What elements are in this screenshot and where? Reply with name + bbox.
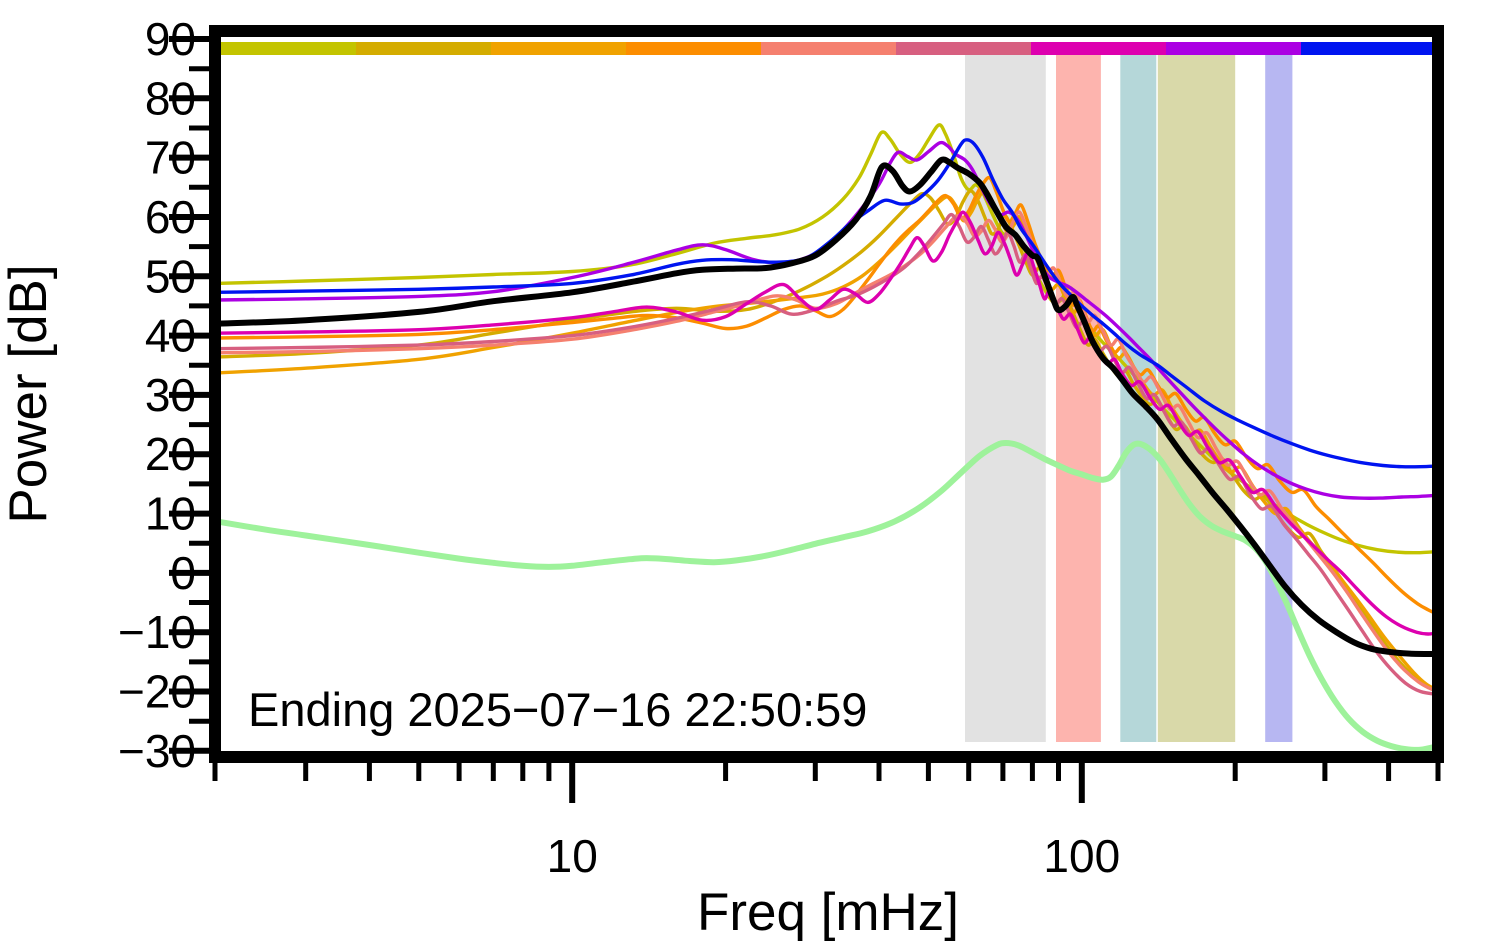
y-tick-label: 60 bbox=[145, 191, 196, 243]
colorbar-segment-8 bbox=[1166, 42, 1302, 55]
y-tick-label: 0 bbox=[170, 547, 196, 599]
plot-frame bbox=[209, 25, 1444, 763]
y-tick-label: −10 bbox=[118, 606, 196, 658]
x-axis-title: Freq [mHz] bbox=[697, 883, 959, 942]
trace-rose bbox=[214, 212, 1440, 697]
y-tick-label: 20 bbox=[145, 428, 196, 480]
y-tick-label: −30 bbox=[118, 725, 196, 777]
trace-black bbox=[213, 156, 1441, 658]
trace-blue bbox=[214, 138, 1440, 469]
colorbar-segment-1 bbox=[221, 42, 357, 55]
spectra-curves bbox=[213, 123, 1441, 753]
trace-orange bbox=[214, 175, 1440, 617]
trace-salmon bbox=[214, 210, 1440, 694]
colorbar-segment-4 bbox=[626, 42, 762, 55]
x-tick-label: 10 bbox=[547, 830, 598, 882]
colorbar-segment-7 bbox=[1031, 42, 1167, 55]
band-lavender bbox=[1265, 55, 1293, 742]
trace-pale-green bbox=[213, 440, 1441, 753]
band-gray bbox=[965, 55, 1046, 742]
y-tick-label: 80 bbox=[145, 72, 196, 124]
trace-orange-yellow bbox=[214, 188, 1440, 692]
y-tick-label: 10 bbox=[145, 488, 196, 540]
x-tick-label: 100 bbox=[1043, 830, 1120, 882]
colorbar-segment-3 bbox=[491, 42, 627, 55]
trace-magenta bbox=[214, 210, 1440, 636]
band-khaki bbox=[1157, 55, 1236, 742]
trace-gold bbox=[214, 189, 1440, 691]
colorbar-segment-9 bbox=[1301, 42, 1437, 55]
shaded-frequency-bands bbox=[965, 55, 1293, 742]
y-tick-label: 30 bbox=[145, 369, 196, 421]
y-tick-label: 70 bbox=[145, 132, 196, 184]
y-tick-label: 50 bbox=[145, 250, 196, 302]
y-tick-label: −20 bbox=[118, 666, 196, 718]
trace-purple bbox=[214, 140, 1440, 500]
ending-time-annotation: Ending 2025−07−16 22:50:59 bbox=[248, 683, 867, 736]
axis-ticks bbox=[169, 36, 1441, 803]
y-tick-label: 90 bbox=[145, 13, 196, 65]
colorbar-segment-5 bbox=[761, 42, 897, 55]
y-axis-title: Power [dB] bbox=[0, 264, 58, 523]
time-colorbar bbox=[221, 42, 1437, 55]
colorbar-segment-2 bbox=[356, 42, 492, 55]
y-tick-label: 40 bbox=[145, 310, 196, 362]
colorbar-segment-6 bbox=[896, 42, 1032, 55]
band-pink bbox=[1056, 55, 1101, 742]
